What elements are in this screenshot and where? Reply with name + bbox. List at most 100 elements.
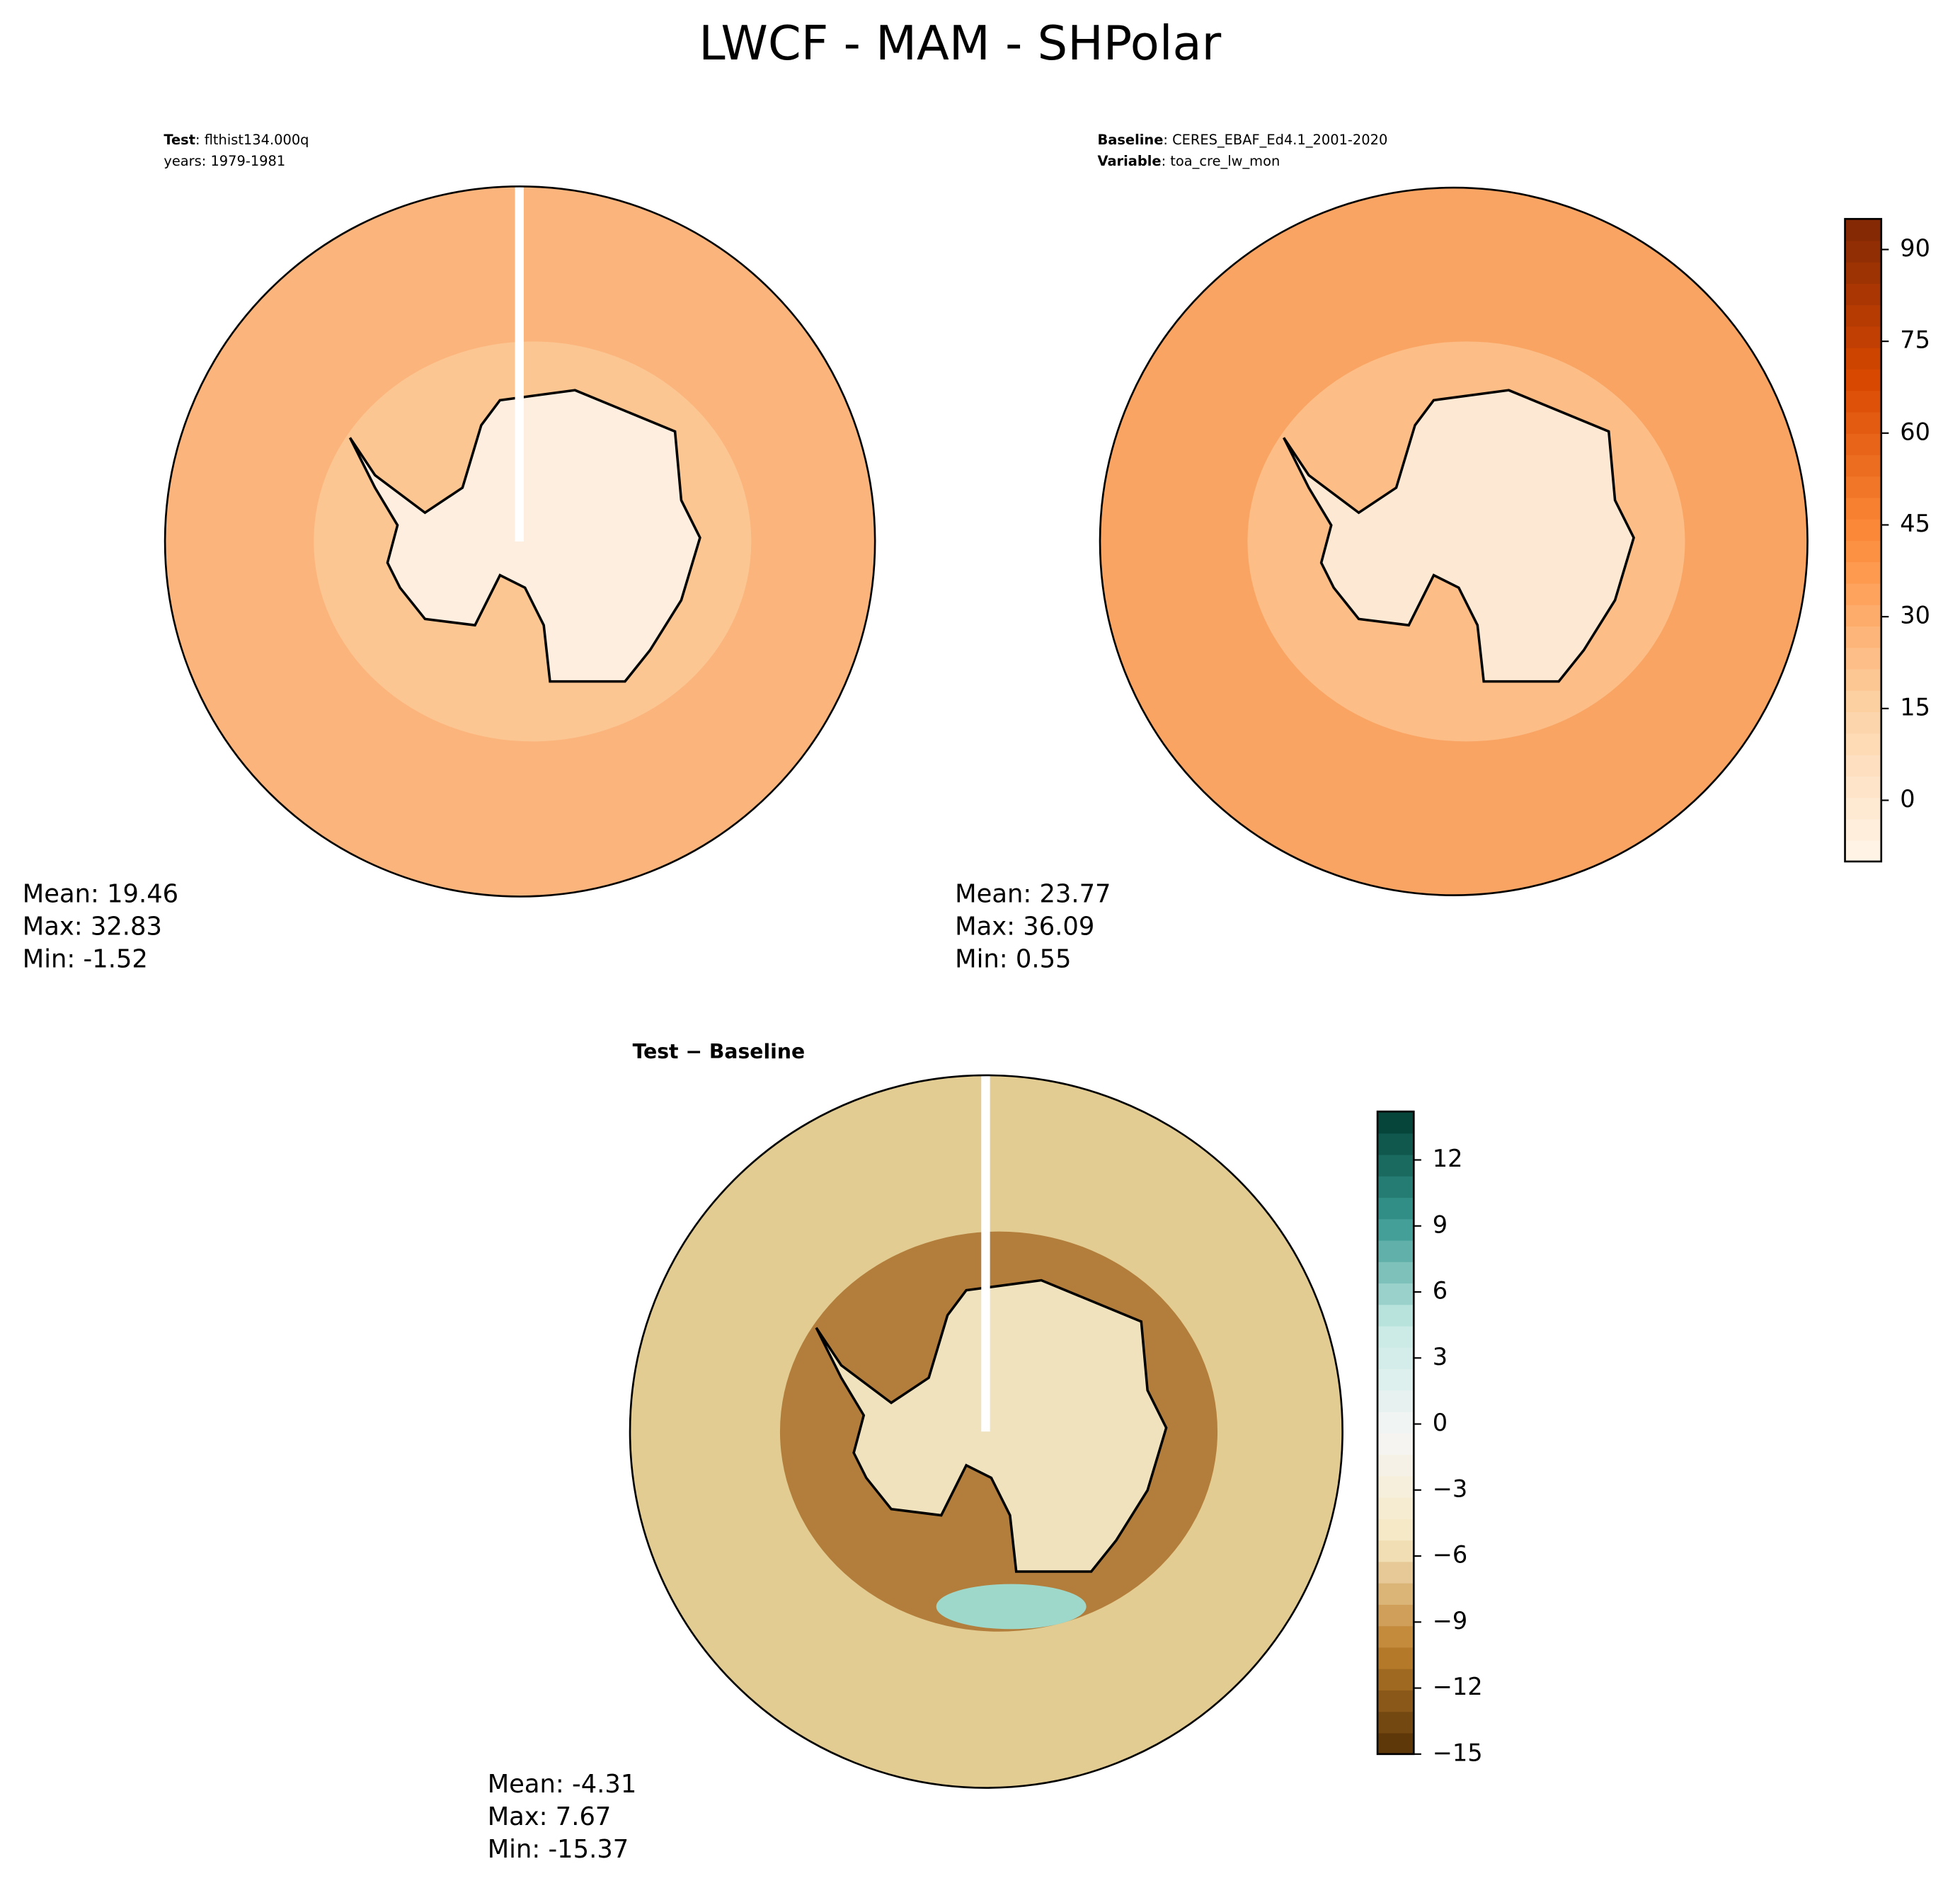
colorbar-tick-label: 6 (1433, 1277, 1448, 1305)
colorbar-band (1377, 1668, 1414, 1690)
colorbar-band (1377, 1540, 1414, 1562)
colorbar-band (1377, 1604, 1414, 1627)
colorbar-band (1845, 754, 1881, 777)
missing-strip (515, 186, 524, 542)
stat-line: Max: 7.67 (488, 1802, 612, 1831)
colorbar-band (1845, 797, 1881, 820)
colorbar-band (1377, 1475, 1414, 1498)
colorbar-band (1377, 1346, 1414, 1370)
colorbar-band (1845, 454, 1881, 477)
colorbar-tick-label: 75 (1900, 326, 1930, 354)
colorbar-band (1845, 240, 1881, 263)
colorbar-band (1845, 326, 1881, 348)
colorbar-tick-label: −12 (1433, 1673, 1483, 1700)
stat-line: Mean: 19.46 (23, 880, 178, 909)
land (816, 1280, 1167, 1572)
colorbar-tick-label: −9 (1433, 1607, 1467, 1635)
colorbar-band (1377, 1218, 1414, 1241)
colorbar-band (1377, 1240, 1414, 1262)
panel-header: years: 1979-1981 (164, 153, 285, 169)
land (1283, 390, 1634, 682)
colorbar-tick-label: −6 (1433, 1541, 1467, 1569)
colorbar-band (1845, 668, 1881, 691)
panel-header: Variable: toa_cre_lw_mon (1097, 153, 1280, 169)
colorbar-band (1377, 1368, 1414, 1391)
colorbar-tick-label: 0 (1433, 1409, 1448, 1436)
colorbar-tick-label: 9 (1433, 1211, 1448, 1238)
colorbar-band (1845, 840, 1881, 862)
colorbar-tick-label: −15 (1433, 1739, 1483, 1766)
colorbar-band (1377, 1625, 1414, 1648)
header-value: : flthist134.000q (195, 131, 309, 147)
panel-header: Baseline: CERES_EBAF_Ed4.1_2001-2020 (1097, 131, 1387, 147)
coastline (348, 389, 701, 683)
map-border (629, 1074, 1343, 1789)
colorbar-band (1377, 1518, 1414, 1541)
colorbar-band (1845, 261, 1881, 284)
stat-line: Mean: 23.77 (955, 880, 1111, 909)
colorbar-band (1845, 283, 1881, 306)
land (350, 390, 700, 682)
colorbar-band (1845, 304, 1881, 327)
stat-line: Min: -15.37 (488, 1835, 629, 1864)
stat-line: Max: 36.09 (955, 912, 1094, 942)
colorbar-band (1845, 626, 1881, 648)
colorbar-tick-label: 90 (1900, 234, 1930, 262)
colorbar-band (1845, 497, 1881, 520)
teal-patch (936, 1584, 1087, 1630)
colorbar-band (1377, 1261, 1414, 1284)
stat-line: Min: -1.52 (23, 944, 148, 973)
colorbar-band (1845, 647, 1881, 670)
colorbar-band (1845, 711, 1881, 734)
colorbar-band (1377, 1711, 1414, 1734)
colorbar-tick-label: 15 (1900, 693, 1930, 721)
colorbar-frame (1376, 1110, 1415, 1756)
header-key: Variable (1097, 153, 1161, 169)
colorbar-band (1377, 1561, 1414, 1584)
colorbar-band (1377, 1154, 1414, 1177)
colorbar-tick-label: 3 (1433, 1343, 1448, 1371)
header-key: Test (164, 131, 195, 147)
missing-strip (981, 1075, 990, 1432)
stat-line: Min: 0.55 (955, 944, 1071, 973)
colorbar-tick-label: 30 (1900, 602, 1930, 629)
colorbar-band (1377, 1690, 1414, 1712)
colorbar-band (1377, 1582, 1414, 1605)
colorbar-band (1377, 1732, 1414, 1755)
header-key: Baseline (1097, 131, 1163, 147)
colorbar-band (1377, 1283, 1414, 1305)
colorbar-band (1377, 1390, 1414, 1412)
coastline (815, 1278, 1168, 1573)
header-key: Test − Baseline (633, 1040, 806, 1063)
map (630, 1075, 1343, 1788)
colorbar-band (1845, 476, 1881, 498)
colorbar-band (1377, 1175, 1414, 1198)
colorbar-band (1845, 219, 1881, 241)
colorbar-tick-label: 60 (1900, 418, 1930, 445)
colorbar-band (1845, 411, 1881, 434)
map (1100, 188, 1808, 896)
stat-line: Mean: -4.31 (488, 1770, 637, 1799)
colorbar-tick-label: −3 (1433, 1475, 1467, 1502)
colorbar-band (1845, 561, 1881, 584)
colorbar-band (1845, 433, 1881, 455)
colorbar-tick-label: 0 (1900, 785, 1915, 813)
colorbar-band (1845, 583, 1881, 605)
colorbar-tick-label: 45 (1900, 510, 1930, 537)
colorbar-band (1377, 1304, 1414, 1327)
colorbar-band (1377, 1325, 1414, 1348)
colorbar-band (1377, 1454, 1414, 1477)
colorbar-band (1377, 1432, 1414, 1455)
colorbar-tick-label: 12 (1433, 1145, 1463, 1172)
colorbar-band (1845, 604, 1881, 627)
header-value: : CERES_EBAF_Ed4.1_2001-2020 (1163, 131, 1387, 147)
map (165, 186, 876, 897)
header-value: years: 1979-1981 (164, 153, 285, 169)
colorbar-band (1845, 540, 1881, 563)
colorbar-band (1845, 818, 1881, 841)
map-border (1099, 186, 1809, 896)
colorbar-frame (1844, 217, 1883, 863)
panel-header: Test: flthist134.000q (164, 131, 309, 147)
colorbar-band (1845, 690, 1881, 713)
